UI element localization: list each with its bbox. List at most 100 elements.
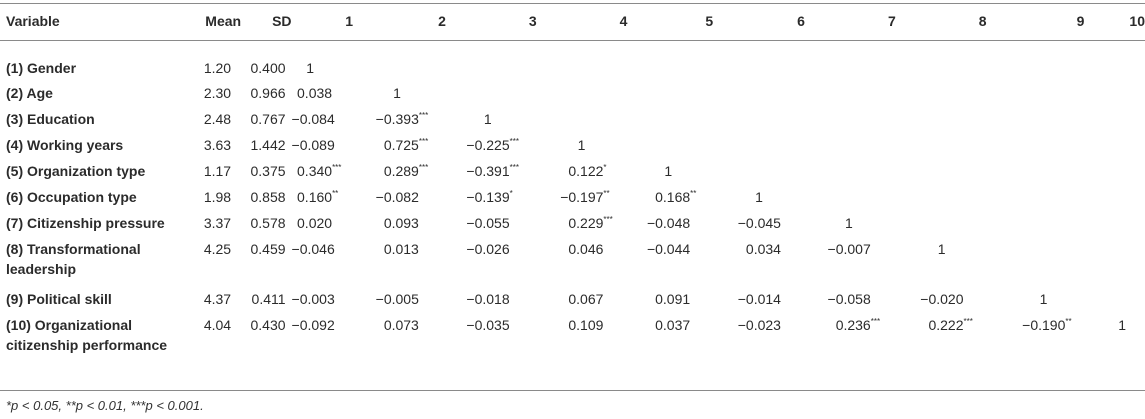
correlation-value: −0.058 [827, 291, 871, 307]
correlation-cell [987, 40, 1085, 83]
correlation-value: −0.391 [466, 163, 510, 179]
correlation-cell [713, 109, 805, 135]
row-variable-label: (5) Organization type [6, 163, 146, 179]
row-variable-label: (2) Age [6, 85, 53, 101]
correlation-cell: −0.055 [446, 213, 537, 239]
correlation-value: −0.003 [291, 291, 335, 307]
correlation-value: 0.222 [928, 317, 964, 333]
row-mean: 1.17 [203, 163, 232, 179]
correlation-value: 1 [483, 111, 492, 127]
correlation-value: −0.026 [466, 241, 510, 257]
correlation-value: −0.197 [560, 189, 604, 205]
correlation-cell: 0.093 [353, 213, 446, 239]
correlation-value: −0.092 [291, 317, 335, 333]
header-col-1: 1 [291, 3, 354, 41]
correlation-cell [627, 40, 713, 83]
correlation-cell [713, 135, 805, 161]
correlation-value: −0.007 [827, 241, 871, 257]
correlation-cell [1084, 83, 1145, 109]
row-variable-label: (8) Transformational leadership [6, 241, 141, 277]
correlation-cell: 0.020 [292, 213, 354, 239]
correlation-cell: −0.020 [896, 289, 987, 315]
table-header: Variable Mean SD 1 2 3 4 5 6 7 8 9 10 [0, 3, 1145, 41]
correlation-cell [987, 135, 1085, 161]
row-mean: 3.37 [203, 215, 232, 231]
correlation-cell [1084, 239, 1145, 289]
correlation-cell: 0.725*** [383, 137, 429, 153]
table-row: (8) Transformational leadership 4.25 0.459… [0, 239, 1145, 289]
correlation-cell: 1 [805, 213, 896, 239]
header-col-9: 9 [986, 3, 1085, 41]
row-variable-label: (9) Political skill [6, 291, 112, 307]
correlation-value: 0.034 [745, 241, 781, 257]
correlation-cell: 1 [537, 135, 628, 161]
header-sd: SD [241, 3, 292, 41]
header-col-4: 4 [536, 3, 628, 41]
correlation-cell: 0.038 [292, 83, 354, 109]
row-variable-label: (3) Education [6, 111, 95, 127]
row-sd: 0.966 [250, 85, 286, 101]
correlation-cell [987, 213, 1085, 239]
correlation-cell: −0.190** [1022, 317, 1072, 333]
row-variable-label: (4) Working years [6, 137, 124, 153]
correlation-cell: 1 [627, 161, 713, 187]
correlation-cell: −0.045 [713, 213, 805, 239]
row-mean: 1.98 [203, 189, 232, 205]
correlation-cell [713, 161, 805, 187]
correlation-cell [1084, 109, 1145, 135]
correlation-cell: 1 [446, 109, 537, 135]
correlation-value: −0.089 [291, 137, 335, 153]
correlation-cell [353, 40, 446, 83]
correlation-value: 0.122 [568, 163, 604, 179]
header-variable: Variable [0, 3, 190, 41]
correlation-value: −0.139 [466, 189, 510, 205]
row-sd: 1.442 [250, 137, 286, 153]
correlation-value: 0.725 [383, 137, 419, 153]
row-sd: 0.400 [250, 59, 286, 76]
correlation-cell: −0.082 [353, 187, 446, 213]
row-mean: 2.48 [203, 111, 232, 127]
correlation-value: 1 [755, 189, 763, 205]
correlation-cell [1084, 161, 1145, 187]
correlation-value: 1 [577, 137, 586, 153]
correlation-value: −0.190 [1022, 317, 1066, 333]
correlation-cell [896, 161, 987, 187]
correlation-cell [896, 109, 987, 135]
header-col-10: 10 [1084, 3, 1145, 41]
row-mean: 2.30 [203, 85, 232, 101]
correlation-cell: −0.393*** [375, 111, 429, 127]
correlation-cell: 0.122* [568, 163, 607, 179]
correlation-cell: 0.109 [537, 315, 628, 385]
correlation-value: −0.035 [466, 317, 510, 333]
correlation-value: −0.082 [375, 189, 419, 205]
correlation-cell: −0.046 [292, 239, 354, 289]
correlation-cell: 0.067 [537, 289, 628, 315]
header-col-6: 6 [713, 3, 805, 41]
row-sd: 0.459 [250, 241, 286, 257]
correlation-value: 0.020 [297, 215, 333, 231]
row-sd: 0.411 [251, 291, 286, 307]
correlation-cell [805, 83, 896, 109]
correlation-cell: −0.023 [713, 315, 805, 385]
table-row: (10) Organizational citizenship performa… [0, 315, 1145, 385]
correlation-cell: 1 [353, 83, 446, 109]
correlation-cell: −0.089 [292, 135, 354, 161]
correlation-value: 1 [1039, 291, 1048, 307]
correlation-cell: 0.091 [627, 289, 713, 315]
correlation-cell [627, 135, 713, 161]
row-sd: 0.767 [250, 111, 286, 127]
row-sd: 0.430 [250, 317, 286, 333]
correlation-value: 1 [844, 215, 853, 231]
correlation-cell: 0.046 [537, 239, 628, 289]
correlation-cell: −0.003 [292, 289, 354, 315]
table-row: (2) Age 2.30 0.966 0.038 1 [0, 83, 1145, 109]
correlation-cell: 0.168** [655, 189, 697, 205]
correlation-cell: 0.013 [353, 239, 446, 289]
correlation-cell [446, 83, 537, 109]
correlation-value: 0.046 [568, 241, 604, 257]
correlation-cell [987, 239, 1085, 289]
header-col-8: 8 [895, 3, 987, 41]
correlation-cell [537, 109, 628, 135]
correlation-cell [713, 83, 805, 109]
correlation-value: 0.073 [383, 317, 419, 333]
